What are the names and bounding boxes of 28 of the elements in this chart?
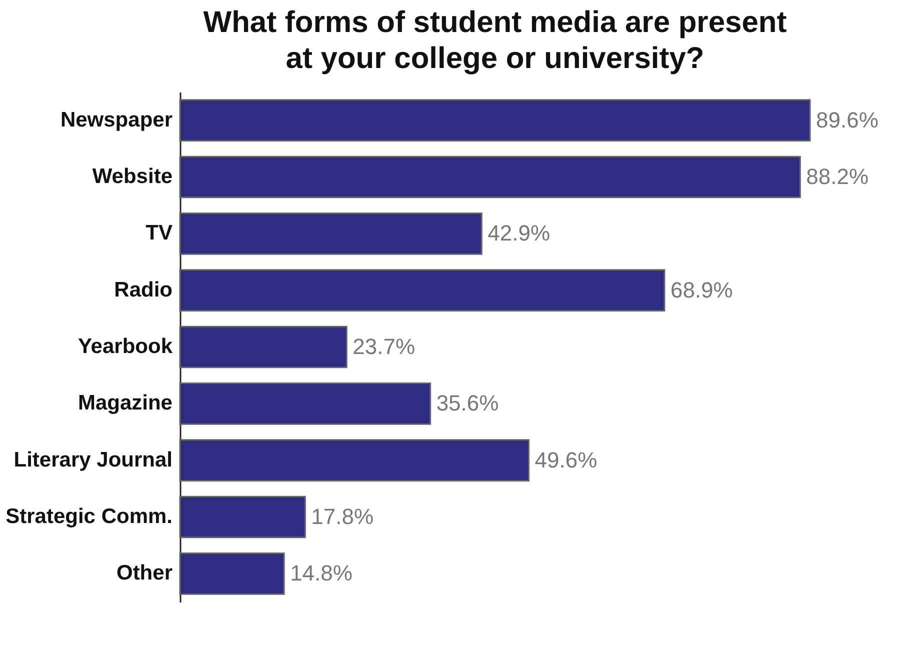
y-tick-label: Other [116,562,172,585]
data-label: 14.8% [290,560,352,586]
bar [179,269,666,312]
bar [179,439,530,482]
data-label: 23.7% [352,334,416,359]
data-label: 89.6% [816,107,878,132]
data-label: 42.9% [488,220,550,246]
y-tick-label: Strategic Comm. [6,505,172,528]
y-tick-label: Literary Journal [14,448,172,472]
bar [179,496,306,538]
y-tick-label: TV [146,222,172,245]
y-tick-label: Yearbook [78,335,173,358]
y-tick-label: Newspaper [60,108,172,132]
bar [179,99,811,142]
bar [179,212,482,255]
chart-title: What forms of student media are present at your college or university? [203,6,787,75]
data-label: 17.8% [311,504,374,529]
y-tick-label: Magazine [78,392,172,415]
data-label: 88.2% [806,164,869,189]
bar [179,552,285,595]
y-tick-label: Radio [114,278,172,302]
bar [179,326,348,368]
bar [179,382,432,425]
y-tick-label: Website [92,165,172,188]
data-label: 35.6% [436,390,499,416]
data-label: 49.6% [534,447,598,472]
bar [179,156,801,198]
data-label: 68.9% [670,277,733,302]
